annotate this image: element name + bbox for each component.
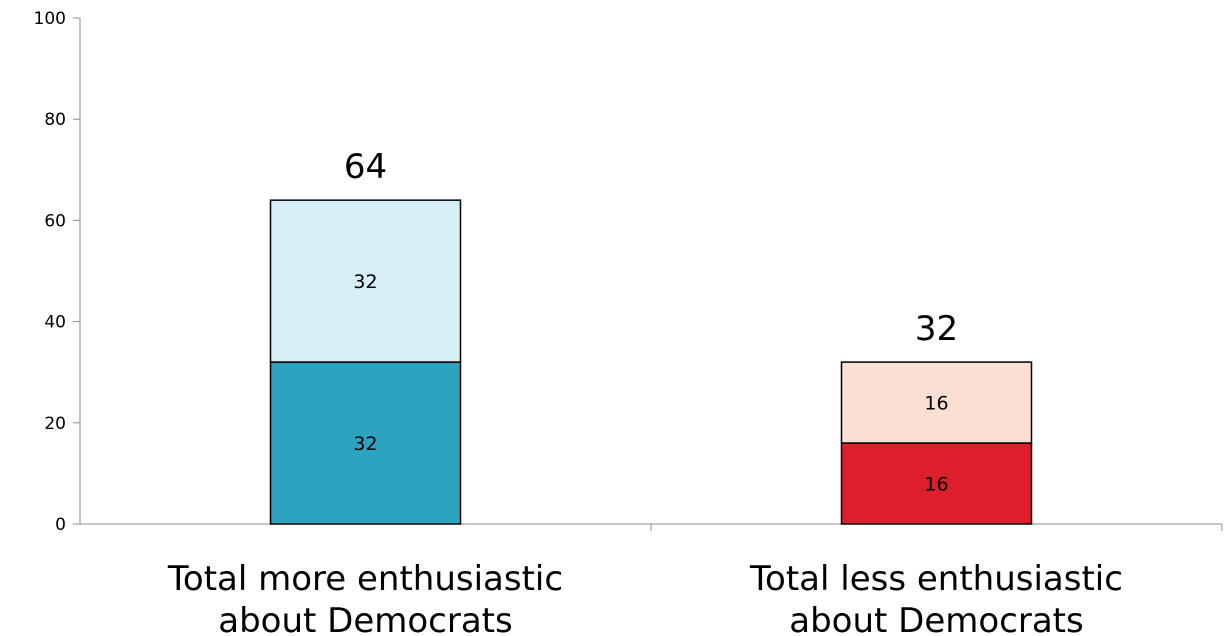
y-tick-label: 60	[44, 211, 66, 231]
category-label: Total more enthusiastic about Democrats	[167, 559, 563, 636]
segment-value-label: 16	[924, 393, 948, 415]
bar-segment	[840, 442, 1033, 525]
category-label-line: Total more enthusiastic	[167, 559, 563, 599]
category-label-line: about Democrats	[218, 601, 512, 636]
y-tick-label: 80	[44, 110, 66, 130]
category-label: Total less enthusiastic about Democrats	[749, 559, 1123, 636]
segment-value-label: 32	[353, 433, 377, 455]
bar-total-label: 32	[915, 309, 958, 349]
y-tick-label: 20	[44, 414, 66, 434]
category-label-line: Total less enthusiastic	[749, 559, 1123, 599]
bars	[269, 199, 1033, 525]
x-axis: Total more enthusiastic about DemocratsTo…	[80, 523, 1223, 636]
bar-total-label: 64	[344, 147, 387, 187]
y-tick-label: 40	[44, 313, 66, 333]
y-tick-label: 100	[34, 9, 66, 29]
category-label-line: about Democrats	[789, 601, 1083, 636]
segment-value-label: 16	[924, 474, 948, 496]
y-axis: 0 20 40 60 80 100	[34, 9, 81, 535]
segment-value-label: 32	[353, 271, 377, 293]
labels: 32 32 64 16 16 32	[344, 147, 958, 495]
y-tick-label: 0	[55, 515, 66, 535]
bar-segment	[840, 361, 1033, 444]
bar-segment	[269, 199, 462, 363]
